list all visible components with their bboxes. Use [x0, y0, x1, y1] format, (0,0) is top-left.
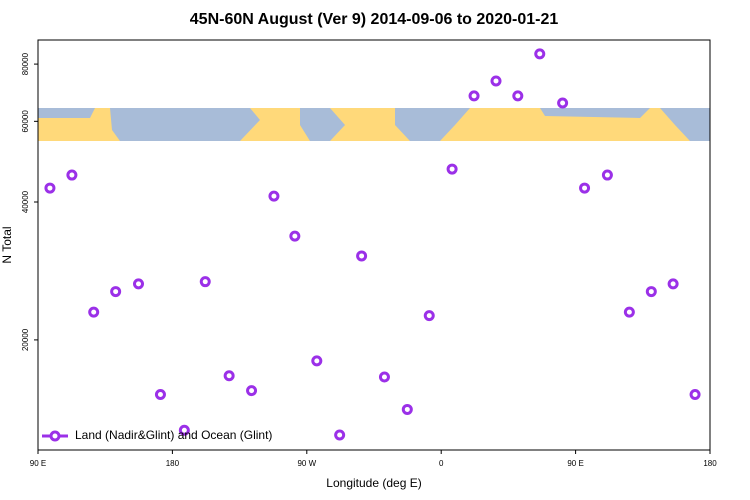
- point: [557, 97, 569, 109]
- x-tick-label: 90 E: [30, 459, 46, 468]
- point: [356, 250, 368, 262]
- point: [401, 403, 413, 415]
- y-tick-label: 40000: [21, 190, 30, 213]
- point: [334, 429, 346, 441]
- y-tick-label: 20000: [21, 328, 30, 351]
- map-band: [38, 108, 710, 141]
- legend-marker: [49, 430, 61, 442]
- point: [178, 424, 190, 436]
- point: [645, 286, 657, 298]
- point: [490, 75, 502, 87]
- point: [311, 355, 323, 367]
- legend-label: Land (Nadir&Glint) and Ocean (Glint): [75, 428, 272, 442]
- point: [110, 286, 122, 298]
- point: [446, 163, 458, 175]
- point: [88, 306, 100, 318]
- y-tick-label: 80000: [21, 52, 30, 75]
- point: [667, 278, 679, 290]
- point: [246, 385, 258, 397]
- point: [468, 90, 480, 102]
- x-tick-label: 180: [166, 459, 180, 468]
- point: [66, 169, 78, 181]
- point: [423, 310, 435, 322]
- point: [579, 182, 591, 194]
- point: [199, 276, 211, 288]
- y-tick-label: 60000: [21, 110, 30, 133]
- x-tick-label: 180: [703, 459, 717, 468]
- point: [268, 190, 280, 202]
- point: [623, 306, 635, 318]
- chart-title: 45N-60N August (Ver 9) 2014-09-06 to 202…: [190, 11, 559, 28]
- point: [133, 278, 145, 290]
- x-axis-label: Longitude (deg E): [326, 476, 421, 490]
- plot-frame: [37, 39, 711, 451]
- point: [534, 48, 546, 60]
- point: [223, 370, 235, 382]
- y-axis-label: N Total: [0, 226, 14, 263]
- point: [512, 90, 524, 102]
- point: [601, 169, 613, 181]
- x-tick-label: 90 E: [567, 459, 583, 468]
- point: [689, 389, 701, 401]
- x-tick-label: 0: [439, 459, 444, 468]
- point: [289, 230, 301, 242]
- point: [44, 182, 56, 194]
- point: [378, 371, 390, 383]
- x-tick-label: 90 W: [297, 459, 316, 468]
- point: [154, 389, 166, 401]
